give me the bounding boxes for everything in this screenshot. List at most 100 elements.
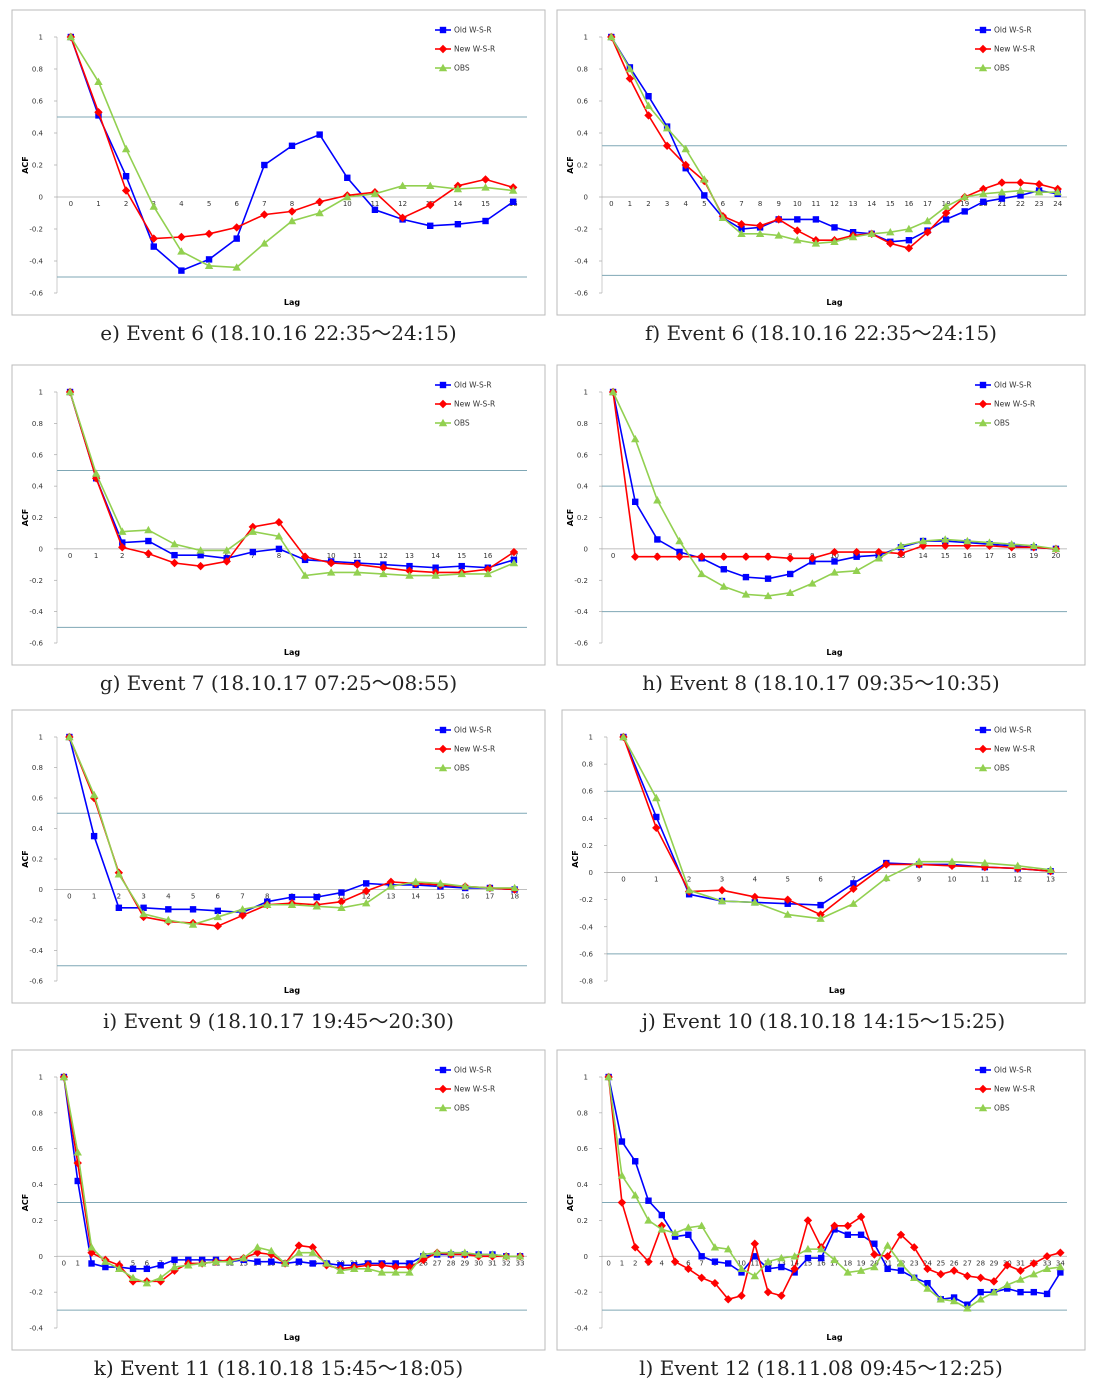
data-point: [718, 213, 728, 221]
x-tick-label: 9: [776, 200, 780, 208]
x-tick-label: 18: [510, 893, 519, 901]
data-point: [817, 1244, 826, 1253]
data-point: [711, 1258, 719, 1265]
data-point: [794, 216, 801, 223]
data-point: [618, 1138, 626, 1145]
data-point: [156, 1273, 165, 1281]
data-point: [502, 1252, 511, 1260]
y-tick-label: 0.4: [582, 815, 594, 823]
data-point: [222, 546, 231, 554]
x-tick-label: 12: [830, 200, 839, 208]
data-point: [764, 1265, 772, 1273]
x-tick-label: 11: [980, 876, 989, 884]
y-axis-label: ACF: [21, 509, 30, 527]
data-point: [128, 1273, 138, 1281]
y-tick-label: 0: [39, 886, 43, 894]
data-point: [830, 547, 839, 557]
data-point: [717, 885, 727, 895]
data-point: [65, 732, 74, 741]
data-point: [787, 570, 794, 578]
data-point: [1017, 1288, 1024, 1296]
data-point: [288, 142, 296, 149]
data-point: [883, 1252, 892, 1261]
data-point: [481, 183, 490, 191]
x-tick-label: 29: [460, 1259, 469, 1267]
y-tick-label: 1: [39, 389, 43, 397]
data-point: [164, 915, 173, 924]
x-tick-label: 19: [1029, 552, 1038, 560]
x-tick-label: 5: [702, 200, 706, 208]
x-tick-label: 5: [131, 1259, 135, 1267]
data-point: [755, 229, 765, 237]
data-point: [808, 579, 817, 587]
x-tick-label: 12: [398, 200, 407, 208]
data-point: [419, 1255, 428, 1265]
legend-marker: [439, 726, 447, 734]
data-point: [625, 64, 635, 73]
data-point: [830, 568, 839, 576]
data-point: [652, 823, 661, 833]
x-tick-label: 33: [1043, 1259, 1052, 1267]
x-tick-label: 14: [867, 200, 876, 208]
y-tick-label: 0: [39, 545, 43, 553]
data-point: [979, 189, 988, 197]
data-point: [377, 1261, 387, 1270]
x-tick-label: 21: [997, 200, 1006, 208]
y-tick-label: 1: [584, 389, 588, 397]
data-point: [701, 192, 708, 199]
plot-frame: [11, 364, 546, 666]
y-tick-label: -0.4: [574, 1325, 588, 1333]
data-point: [204, 229, 214, 238]
data-point: [793, 236, 802, 244]
data-point: [856, 1266, 866, 1274]
x-tick-label: 13: [239, 1259, 248, 1267]
data-point: [631, 434, 640, 443]
data-point: [197, 551, 204, 559]
data-point: [697, 552, 706, 561]
data-point: [942, 216, 950, 223]
data-point: [684, 885, 694, 894]
data-point: [882, 860, 891, 869]
data-point: [976, 1273, 985, 1282]
data-point: [149, 234, 158, 243]
data-point: [94, 77, 103, 85]
y-tick-label: 0.2: [32, 1217, 43, 1225]
x-tick-label: 1: [94, 552, 98, 560]
data-point: [66, 32, 76, 41]
data-point: [884, 1265, 891, 1273]
data-point: [923, 1284, 932, 1292]
data-point: [129, 1265, 137, 1273]
data-point: [631, 1243, 640, 1252]
data-point: [790, 1252, 799, 1260]
data-point: [508, 186, 518, 194]
data-point: [654, 536, 661, 543]
data-point: [316, 131, 323, 138]
data-point: [350, 1264, 359, 1273]
data-point: [963, 541, 972, 550]
y-tick-label: 0.6: [32, 98, 44, 106]
data-point: [657, 1225, 666, 1233]
data-point: [904, 224, 914, 233]
data-point: [338, 889, 345, 896]
data-point: [150, 243, 157, 250]
legend-label: New W-S-R: [454, 1085, 495, 1094]
data-point: [947, 857, 957, 865]
data-point: [336, 1266, 345, 1274]
data-point: [94, 108, 103, 117]
data-point: [488, 1250, 497, 1258]
data-point: [997, 178, 1007, 187]
data-point: [774, 231, 783, 239]
data-point: [625, 74, 635, 83]
data-point: [287, 900, 297, 908]
data-point: [850, 880, 857, 887]
plot-frame: [11, 709, 546, 1004]
data-point: [1046, 865, 1055, 874]
legend-label: New W-S-R: [994, 400, 1035, 409]
caption: k) Event 11 (18.10.18 15:45～18:05): [94, 1356, 463, 1380]
y-axis-label: ACF: [21, 850, 30, 868]
caption: j) Event 10 (18.10.18 14:15～15:25): [640, 1009, 1005, 1033]
series-line: [63, 1076, 521, 1270]
y-tick-label: -0.6: [29, 640, 43, 648]
data-point: [1042, 1264, 1052, 1273]
legend-label: OBS: [994, 64, 1010, 73]
